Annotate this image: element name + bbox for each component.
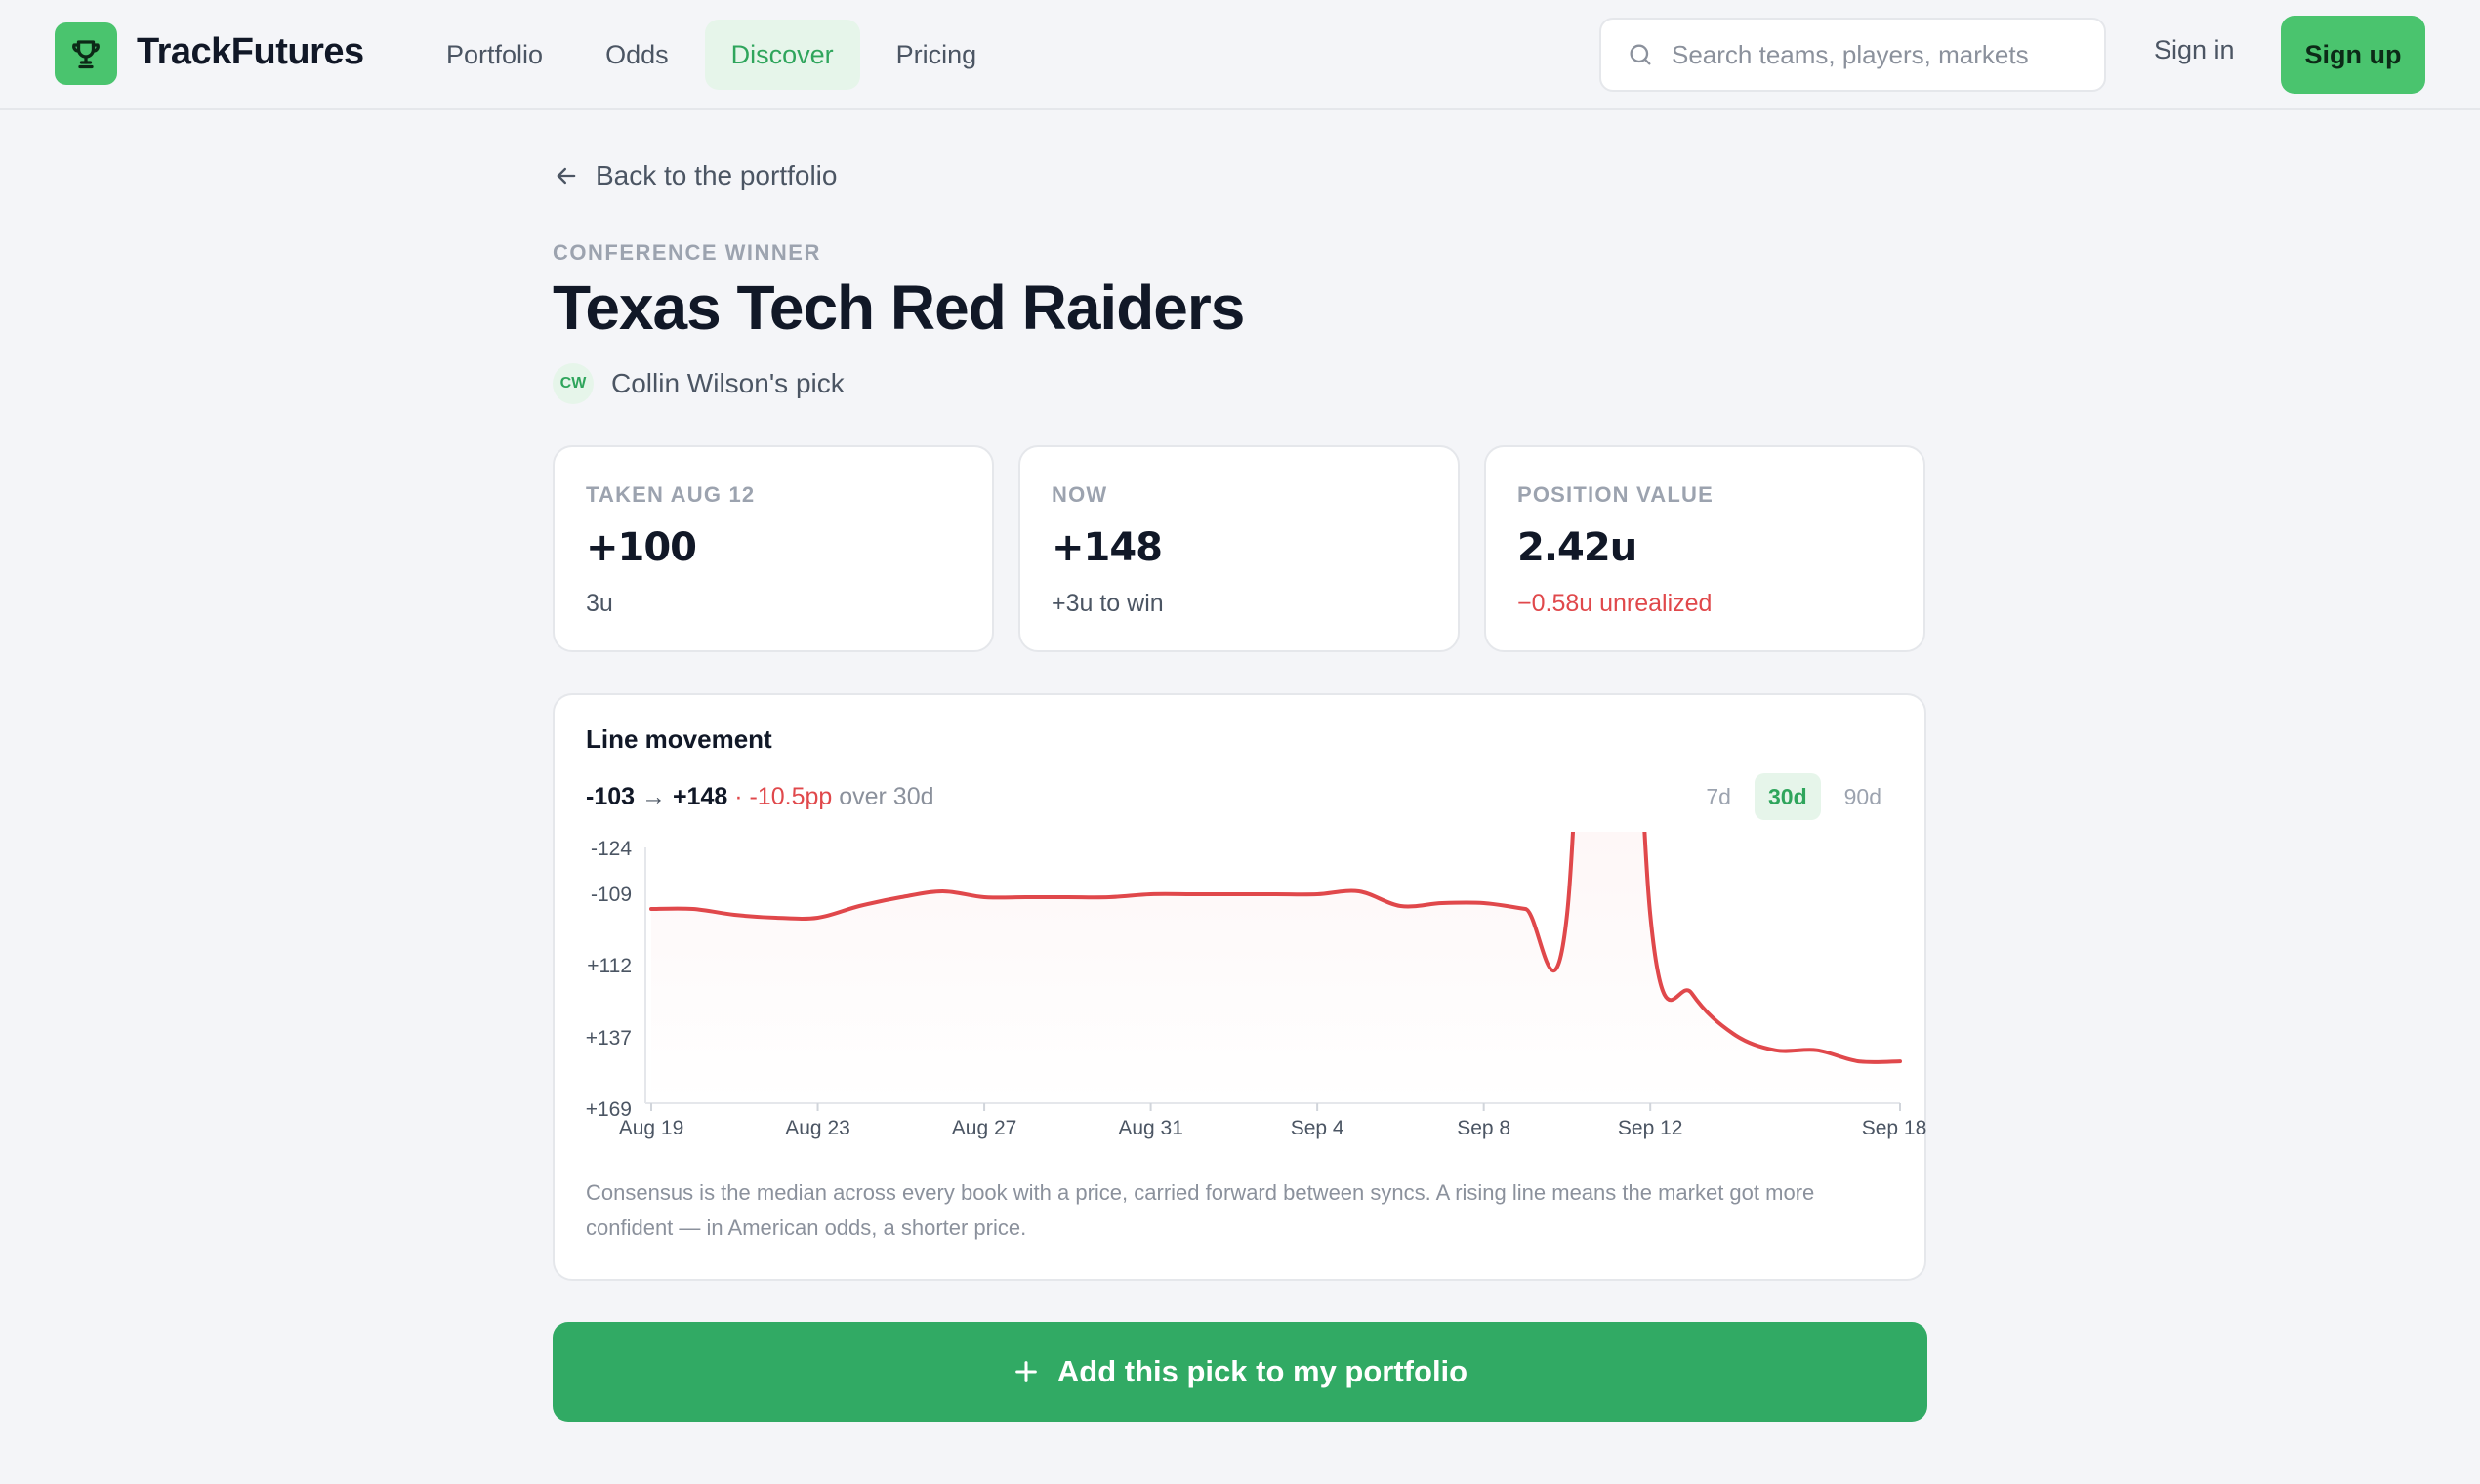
- search-input[interactable]: [1672, 39, 2082, 70]
- stat-card-taken: TAKEN AUG 12 +100 3u: [553, 445, 994, 652]
- range-90d-button[interactable]: 90d: [1843, 783, 1881, 809]
- line-movement-summary: -103 → +148 · -10.5pp over 30d: [586, 783, 934, 811]
- range-selector: 7d 30d 90d: [1682, 773, 1895, 820]
- stat-value: +100: [586, 525, 697, 570]
- x-tick-label: Sep 4: [1291, 1117, 1344, 1139]
- stat-card-position-value: POSITION VALUE 2.42u −0.58u unrealized: [1484, 445, 1925, 652]
- range-7d-button[interactable]: 7d: [1706, 783, 1731, 809]
- x-tick-label: Aug 19: [619, 1117, 684, 1139]
- line-movement-card: Line movement -103 → +148 · -10.5pp over…: [553, 693, 1926, 1281]
- trophy-icon: [72, 40, 100, 69]
- stat-label: NOW: [1052, 482, 1108, 507]
- search-box[interactable]: [1599, 18, 2106, 92]
- chart-footnote: Consensus is the median across every boo…: [586, 1180, 1815, 1240]
- author-name: Collin Wilson's pick: [611, 368, 845, 398]
- sign-up-button[interactable]: Sign up: [2281, 16, 2425, 94]
- arrow: →: [641, 783, 666, 810]
- avatar: CW: [553, 363, 594, 404]
- arrow-left-icon: [557, 167, 576, 185]
- stat-value: 2.42u: [1517, 525, 1637, 570]
- x-tick-label: Sep 18: [1862, 1117, 1927, 1139]
- current-line: +148: [672, 783, 728, 810]
- unrealized-loss: −0.58u unrealized: [1517, 590, 1713, 617]
- stat-sub: +3u to win: [1052, 590, 1164, 617]
- nav-item-pricing[interactable]: Pricing: [895, 39, 977, 69]
- probability-change: -10.5pp: [749, 783, 833, 810]
- add-to-portfolio-button[interactable]: Add this pick to my portfolio: [553, 1322, 1927, 1422]
- plus-icon: [1013, 1358, 1040, 1385]
- x-tick-label: Sep 8: [1457, 1117, 1510, 1139]
- x-tick-label: Aug 23: [785, 1117, 850, 1139]
- y-tick-label: -124: [591, 838, 632, 860]
- stat-label: TAKEN AUG 12: [586, 482, 756, 507]
- y-tick-label: +169: [586, 1098, 632, 1121]
- y-tick-label: +137: [586, 1027, 632, 1050]
- open-line: -103: [586, 783, 636, 810]
- sign-in-link[interactable]: Sign in: [2154, 35, 2235, 64]
- area-fill: [651, 832, 1900, 1103]
- consensus-line-series: [649, 832, 1902, 1064]
- market-type-label: CONFERENCE WINNER: [553, 240, 821, 265]
- x-tick-label: Sep 12: [1618, 1117, 1683, 1139]
- y-tick-label: +112: [587, 955, 632, 977]
- period-text: over 30d: [832, 783, 934, 810]
- stat-label: POSITION VALUE: [1517, 482, 1714, 507]
- stat-value: +148: [1052, 525, 1163, 570]
- back-link-label: Back to the portfolio: [596, 160, 838, 190]
- brand-logo[interactable]: [55, 22, 117, 85]
- nav-item-portfolio[interactable]: Portfolio: [446, 39, 544, 69]
- brand-name[interactable]: TrackFutures: [137, 31, 364, 72]
- stat-card-now: NOW +148 +3u to win: [1018, 445, 1460, 652]
- page-title: Texas Tech Red Raiders: [553, 272, 1245, 343]
- top-navigation-bar: TrackFutures Portfolio Odds Discover Pri…: [0, 0, 2480, 110]
- main-nav: Portfolio Odds Discover Pricing: [420, 20, 1013, 90]
- x-tick-label: Aug 31: [1118, 1117, 1183, 1139]
- back-link[interactable]: Back to the portfolio: [553, 160, 837, 191]
- cta-label: Add this pick to my portfolio: [1056, 1354, 1468, 1388]
- search-icon: [1630, 44, 1651, 65]
- line-movement-chart: -124 -109 +112 +137 +169 Aug 19 Aug 23 Aug 27 A…: [586, 832, 1927, 1139]
- nav-item-discover[interactable]: Discover: [704, 20, 860, 90]
- range-30d-button[interactable]: 30d: [1754, 773, 1821, 820]
- nav-item-odds[interactable]: Odds: [605, 39, 669, 69]
- y-tick-label: -109: [591, 884, 632, 906]
- stat-sub: 3u: [586, 590, 613, 617]
- chart-title: Line movement: [586, 724, 772, 754]
- separator-dot: ·: [727, 783, 750, 810]
- pick-author: CW Collin Wilson's pick: [553, 363, 845, 404]
- x-tick-label: Aug 27: [952, 1117, 1017, 1139]
